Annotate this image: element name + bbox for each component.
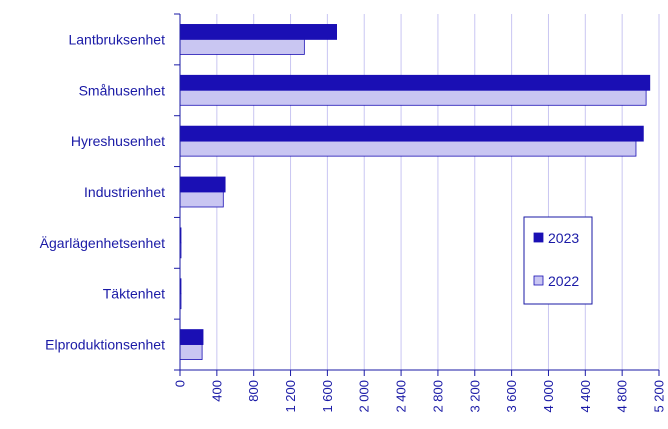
bar-2023-1 (179, 74, 651, 91)
bar-2022-2 (179, 140, 637, 157)
x-tick-label: 4 000 (541, 380, 556, 413)
bar-2022-6 (179, 344, 203, 360)
legend: 2023 2022 (523, 216, 593, 305)
bar-2023-0 (179, 24, 337, 40)
category-label: Elproduktionsenhet (45, 337, 165, 353)
legend-label-2022: 2022 (548, 273, 579, 289)
x-tick-label: 3 200 (467, 380, 482, 413)
x-tick-label: 400 (209, 380, 224, 402)
legend-label-2023: 2023 (548, 230, 579, 246)
x-tick-label: 1 600 (320, 380, 335, 413)
x-tick-label: 4 400 (578, 380, 593, 413)
category-labels: Lantbruksenhet Småhusenhet Hyreshusenhet In… (40, 31, 165, 352)
bar-2022-3 (179, 191, 224, 208)
x-tick-label: 3 600 (504, 380, 519, 413)
x-tick-label: 2 000 (357, 380, 372, 413)
x-tick-label: 0 (173, 380, 188, 387)
category-label: Hyreshusenhet (71, 133, 165, 149)
bar-2023-2 (179, 125, 644, 142)
bars (179, 24, 651, 360)
bar-2023-6 (179, 329, 204, 345)
x-tick-label: 800 (246, 380, 261, 402)
x-tick-label: 2 800 (430, 380, 445, 413)
category-label: Industrienhet (84, 184, 165, 200)
category-label: Täktenhet (103, 286, 165, 302)
grid-lines (216, 14, 660, 370)
x-tick-label: 5 200 (652, 380, 667, 413)
x-tick-label: 1 200 (283, 380, 298, 413)
x-tick-labels: 0 400 800 1 200 1 600 2 000 2 400 2 800 3 200 3 6… (173, 380, 667, 413)
bar-2022-1 (179, 89, 647, 106)
legend-swatch-2023 (533, 232, 544, 243)
category-label: Lantbruksenhet (68, 31, 165, 47)
legend-box (523, 216, 593, 305)
legend-swatch-2022 (533, 275, 544, 286)
axes (174, 13, 660, 376)
bar-2022-0 (179, 39, 305, 55)
category-label: Ägarlägenhetsenhet (40, 235, 165, 251)
x-tick-label: 4 800 (615, 380, 630, 413)
x-tick-label: 2 400 (394, 380, 409, 413)
category-label: Småhusenhet (79, 82, 166, 98)
bar-2023-3 (179, 176, 226, 193)
